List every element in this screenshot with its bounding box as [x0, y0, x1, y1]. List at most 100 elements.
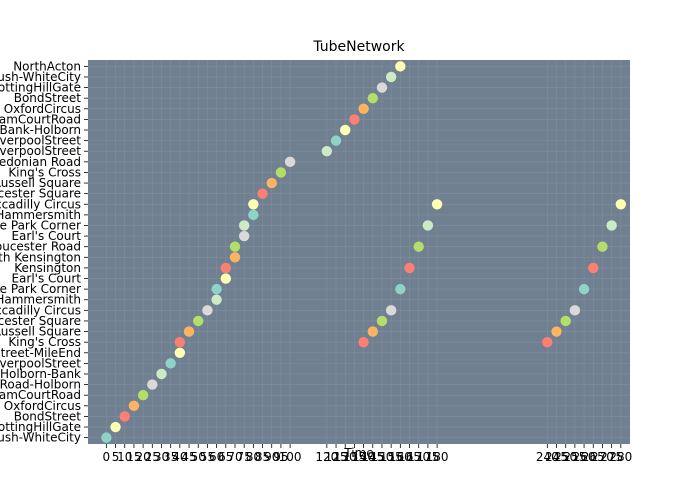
data-point — [174, 347, 186, 358]
data-point — [101, 432, 112, 443]
x-tick-label: 30 — [154, 450, 169, 464]
data-point — [238, 230, 250, 242]
data-point — [193, 315, 204, 327]
data-point — [119, 411, 130, 422]
y-tick-label: Leicester Square — [0, 187, 81, 201]
x-tick-label: 125 — [325, 450, 348, 464]
data-point — [110, 421, 121, 433]
y-tick-label: Leicester Square — [0, 314, 81, 328]
y-tick-label: Russell Square — [0, 176, 81, 190]
data-points — [101, 61, 627, 443]
data-point — [229, 252, 241, 263]
data-point — [147, 379, 158, 390]
data-point — [183, 326, 195, 337]
y-tick-label: OxfordCircus — [4, 399, 81, 413]
y-tick-label: Hyde Park Corner — [0, 218, 81, 232]
y-tick-label: NottingHillGate — [0, 420, 81, 434]
data-point — [551, 326, 562, 337]
y-tick-label: LiverpoolStreet — [0, 356, 81, 370]
data-point — [588, 262, 599, 274]
x-axis: 0 510152025303540455055606570758085909510… — [103, 444, 632, 464]
y-tick-label: Caledonian Road — [0, 155, 81, 169]
data-point — [137, 390, 149, 401]
data-point — [431, 199, 443, 210]
data-point — [220, 262, 231, 274]
data-point — [349, 114, 360, 125]
y-tick-label: Bank-LiverpoolStreet — [0, 134, 81, 148]
x-tick-label: 135 — [343, 450, 366, 464]
x-tick-label: 10 — [117, 450, 132, 464]
y-tick-label: ShepherdsBush-WhiteCity — [0, 431, 81, 445]
data-point — [238, 220, 250, 231]
x-tick-label: 60 — [209, 450, 224, 464]
data-point — [376, 315, 388, 327]
data-point — [578, 283, 590, 295]
x-tick-label: 250 — [554, 450, 577, 464]
data-point — [165, 358, 176, 369]
x-axis-label: Time — [343, 446, 373, 460]
y-tick-label: ShepherdsBush-WhiteCity — [0, 70, 81, 84]
x-tick-label: 100 — [279, 450, 302, 464]
y-tick-label: Kensington — [14, 261, 81, 275]
data-point — [211, 294, 222, 305]
x-tick-label: 70 — [227, 450, 242, 464]
y-tick-label: BondStreet — [14, 91, 82, 105]
x-tick-label: 245 — [545, 450, 568, 464]
y-tick-label: BondStreet — [14, 409, 82, 423]
x-tick-label: 155 — [380, 450, 403, 464]
y-tick-label: Piccadilly Circus — [0, 197, 81, 211]
data-point — [606, 220, 617, 231]
data-point — [395, 283, 406, 295]
y-tick-label: King's Cross — [8, 165, 81, 179]
x-tick-label: 95 — [273, 450, 288, 464]
y-tick-label: NottingHillGate — [0, 81, 81, 95]
data-point — [248, 209, 259, 221]
y-tick-label: Earl's Court — [11, 272, 81, 286]
x-tick-label: 270 — [591, 450, 614, 464]
x-tick-label: 145 — [361, 450, 384, 464]
x-tick-label: 25 — [145, 450, 160, 464]
y-tick-label: TottenhamCourtRoad — [0, 112, 81, 126]
plot-area — [88, 60, 630, 444]
data-point — [385, 71, 397, 83]
x-tick-label: 165 — [398, 450, 421, 464]
x-tick-label: 5 — [112, 450, 120, 464]
x-tick-label: 75 — [237, 450, 252, 464]
data-point — [156, 368, 167, 380]
data-point — [404, 262, 415, 274]
y-axis: ShepherdsBush-WhiteCityNottingHillGateBo… — [0, 59, 88, 445]
y-tick-label: TottenhamCourtRoad — [0, 388, 81, 402]
x-tick-label: 15 — [126, 450, 141, 464]
x-tick-label: 40 — [172, 450, 187, 464]
x-tick-label: 55 — [200, 450, 215, 464]
y-tick-label: LiverpoolStreet — [0, 144, 81, 158]
x-tick-label: 260 — [573, 450, 596, 464]
x-tick-label: 265 — [582, 450, 605, 464]
x-tick-label: 140 — [352, 450, 375, 464]
y-tick-label: Holborn-Bank — [0, 367, 81, 381]
x-tick-label: 175 — [416, 450, 439, 464]
y-tick-label: Hammersmith — [0, 293, 81, 307]
x-tick-label: 0 — [103, 450, 111, 464]
chart-title: TubeNetwork — [312, 39, 405, 55]
y-tick-label: South Kensington — [0, 250, 81, 264]
data-point — [257, 188, 268, 199]
y-tick-label: LiverpoolStreet-MileEnd — [0, 346, 81, 360]
data-point — [615, 199, 627, 210]
data-point — [229, 241, 241, 252]
data-point — [422, 220, 434, 231]
x-tick-label: 255 — [563, 450, 586, 464]
y-tick-label: TottenhamCourtRoad-Holborn — [0, 378, 81, 392]
y-tick-label: Piccadilly Circus — [0, 303, 81, 317]
y-tick-label: Earl's Court — [11, 229, 81, 243]
y-tick-label: Hyde Park Corner — [0, 282, 81, 296]
x-tick-label: 160 — [389, 450, 412, 464]
x-tick-label: 280 — [609, 450, 632, 464]
data-point — [330, 135, 342, 146]
data-point — [340, 124, 351, 136]
data-point — [358, 336, 369, 348]
data-point — [321, 146, 333, 157]
x-tick-label: 65 — [218, 450, 233, 464]
x-tick-label: 45 — [181, 450, 196, 464]
